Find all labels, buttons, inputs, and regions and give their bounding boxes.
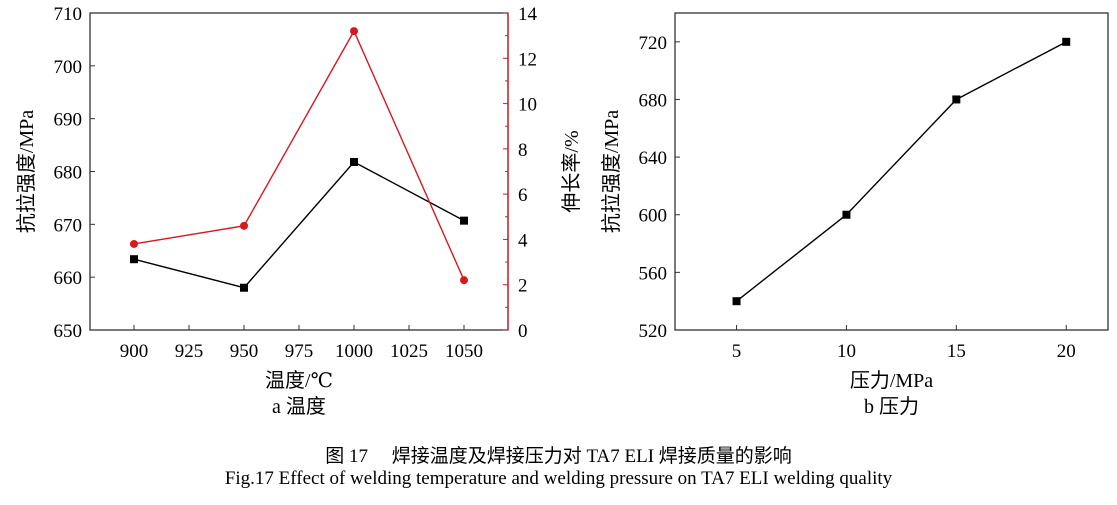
x-tick-label: 975 <box>285 341 314 362</box>
x-tick-label: 1025 <box>390 341 428 362</box>
chart-subtitle: a 温度 <box>272 395 326 418</box>
data-point <box>842 210 851 219</box>
y-tick-label: 700 <box>54 57 83 78</box>
y-tick-label: 670 <box>54 215 83 236</box>
plot-frame <box>89 12 509 331</box>
x-tick-label: 15 <box>947 341 966 362</box>
y-tick-label: 640 <box>639 148 668 169</box>
x-tick-label: 925 <box>175 341 204 362</box>
y2-tick-label: 4 <box>518 230 528 251</box>
x-tick-label: 950 <box>230 341 259 362</box>
y2-tick-label: 2 <box>518 276 528 297</box>
plot-frame <box>674 12 1109 331</box>
x-tick-label: 1000 <box>335 341 373 362</box>
y2-axis-label: 伸长率/% <box>560 130 583 212</box>
y-tick-label: 710 <box>54 4 83 25</box>
series-line <box>736 41 1067 302</box>
data-point <box>1062 37 1071 46</box>
y-axis-label: 抗拉强度/MPa <box>15 110 38 233</box>
y2-tick-label: 0 <box>518 321 528 342</box>
y-tick-label: 680 <box>639 90 668 111</box>
data-point <box>130 239 138 248</box>
x-tick-label: 1050 <box>445 341 483 362</box>
y-tick-label: 520 <box>639 321 668 342</box>
y2-tick-label: 8 <box>518 140 528 161</box>
x-axis-label: 压力/MPa <box>850 369 933 392</box>
y2-tick-label: 12 <box>518 49 537 70</box>
y-tick-label: 690 <box>54 110 83 131</box>
data-point <box>350 157 358 166</box>
data-point <box>240 221 248 230</box>
y-tick-label: 650 <box>54 321 83 342</box>
y-tick-label: 600 <box>639 206 668 227</box>
data-point <box>732 297 741 306</box>
y-tick-label: 560 <box>639 263 668 284</box>
y-tick-label: 660 <box>54 268 83 289</box>
x-tick-label: 20 <box>1057 341 1076 362</box>
caption-zh: 图 17 焊接温度及焊接压力对 TA7 ELI 焊接质量的影响 <box>325 446 792 467</box>
x-axis-label: 温度/℃ <box>265 369 333 392</box>
series-line <box>133 29 465 281</box>
caption-en: Fig.17 Effect of welding temperature and… <box>224 468 893 489</box>
x-tick-label: 5 <box>732 341 742 362</box>
y2-tick-label: 6 <box>518 185 528 206</box>
y2-tick-label: 10 <box>518 95 537 116</box>
data-point <box>350 27 358 36</box>
y-tick-label: 720 <box>639 33 668 54</box>
data-point <box>952 95 961 104</box>
x-tick-label: 10 <box>837 341 856 362</box>
data-point <box>240 283 248 292</box>
x-tick-label: 900 <box>120 341 149 362</box>
y2-tick-label: 14 <box>518 4 538 25</box>
y-axis-label: 抗拉强度/MPa <box>600 110 623 233</box>
chart-subtitle: b 压力 <box>864 395 919 418</box>
data-point <box>130 255 138 264</box>
series-line <box>133 161 465 289</box>
data-point <box>460 216 468 225</box>
data-point <box>460 276 468 285</box>
y-tick-label: 680 <box>54 163 83 184</box>
